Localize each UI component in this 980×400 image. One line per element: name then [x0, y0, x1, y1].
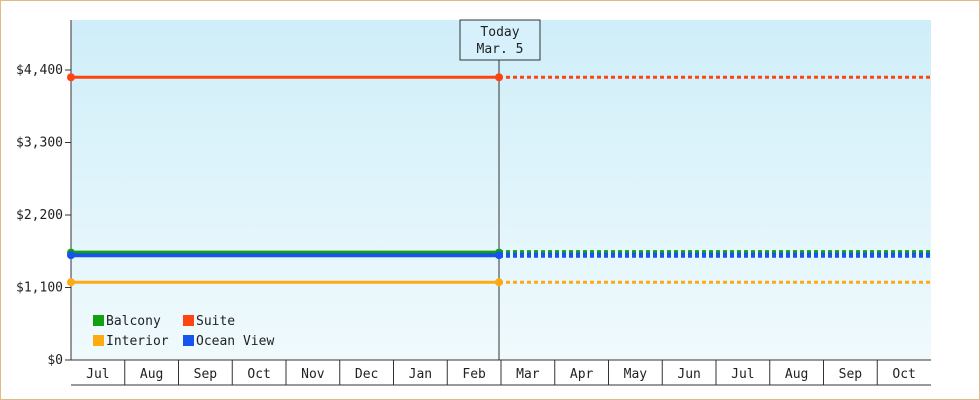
chart-legend: Balcony Suite Interior Ocean View — [93, 314, 274, 349]
y-tick-label: $4,400 — [16, 63, 63, 78]
x-tick-label: Oct — [247, 367, 270, 382]
x-tick-label: Mar — [516, 367, 540, 382]
y-axis: $0 $1,100 $2,200 $3,300 $4,400 — [16, 20, 72, 368]
x-tick-label: Sep — [194, 367, 218, 382]
x-tick-label: Dec — [355, 367, 378, 382]
legend-swatch-interior — [93, 335, 104, 346]
series-point-start-ocean-view — [67, 251, 75, 260]
legend-label-interior: Interior — [106, 334, 169, 349]
x-tick-label: Aug — [785, 367, 808, 382]
today-marker: Today Mar. 5 — [459, 19, 541, 360]
x-tick-label: Nov — [301, 367, 325, 382]
x-tick-label: Aug — [140, 367, 163, 382]
legend-label-balcony: Balcony — [106, 314, 161, 329]
x-tick-label: Jun — [677, 367, 700, 382]
legend-swatch-balcony — [93, 315, 104, 326]
series-lines — [67, 73, 931, 287]
series-point-start-suite — [67, 73, 75, 82]
today-date: Mar. 5 — [477, 42, 524, 57]
series-point-today-suite — [495, 73, 503, 82]
x-axis: Jul Aug Sep Oct Nov Dec Jan Feb Mar Apr May Jun Jul A… — [71, 359, 931, 386]
x-tick-label: Oct — [892, 367, 915, 382]
plot-area — [71, 20, 931, 360]
legend-swatch-suite — [183, 315, 194, 326]
today-box — [459, 19, 541, 61]
legend-label-ocean-view: Ocean View — [196, 334, 274, 349]
today-label: Today — [480, 25, 519, 40]
series-point-today-interior — [495, 278, 503, 287]
x-tick-label: Jan — [409, 367, 432, 382]
y-tick-label: $3,300 — [16, 136, 63, 151]
x-tick-label: Feb — [462, 367, 486, 382]
x-tick-label: Sep — [839, 367, 863, 382]
x-tick-label: Jul — [86, 367, 109, 382]
legend-label-suite: Suite — [196, 314, 235, 329]
y-tick-label: $0 — [47, 353, 63, 368]
x-tick-label: May — [624, 367, 648, 382]
series-point-start-interior — [67, 278, 75, 287]
y-tick-label: $1,100 — [16, 281, 63, 296]
x-tick-label: Jul — [731, 367, 754, 382]
series-point-today-ocean-view — [495, 251, 503, 260]
legend-swatch-ocean-view — [183, 335, 194, 346]
x-tick-label: Apr — [570, 367, 594, 382]
y-tick-label: $2,200 — [16, 208, 63, 223]
